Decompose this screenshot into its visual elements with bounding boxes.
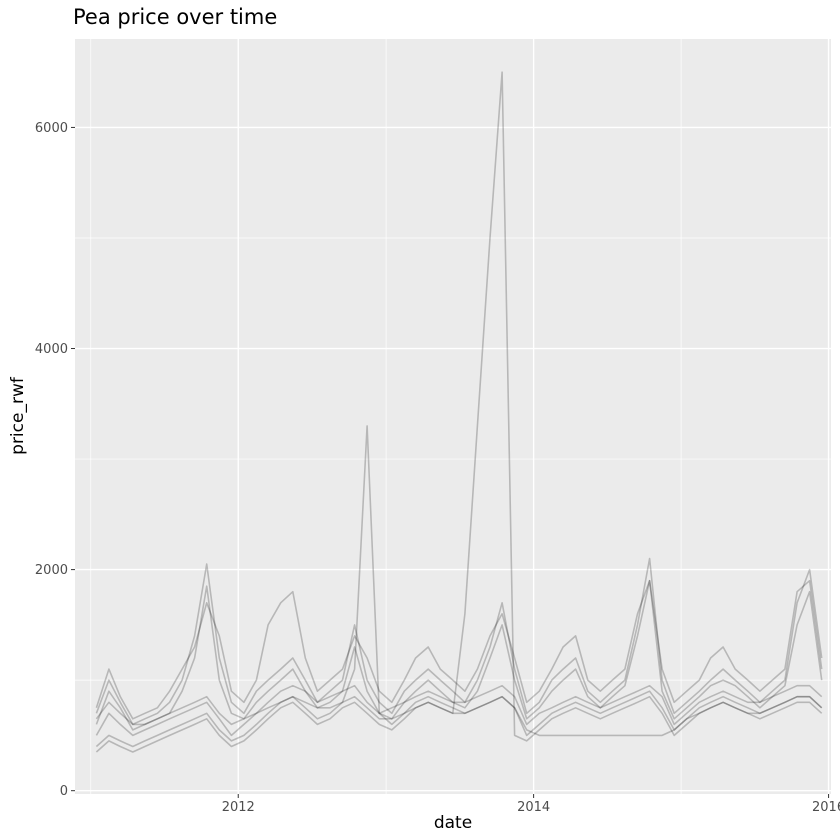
series-line-6: [95, 579, 823, 720]
y-tick-label: 6000: [35, 121, 68, 136]
major-grid: [75, 39, 831, 794]
x-tick-label: 2012: [222, 800, 255, 815]
y-axis-title: price_rwf: [8, 376, 28, 455]
series-line-1: [95, 557, 823, 726]
plot-panel: [75, 39, 831, 794]
series-line-5: [95, 71, 823, 753]
series-line-7: [95, 695, 823, 737]
series-line-3: [95, 684, 823, 737]
chart-title: Pea price over time: [73, 5, 277, 29]
x-tick-label: 2016: [812, 800, 840, 815]
series-line-2: [95, 579, 823, 731]
x-axis-title: date: [434, 813, 472, 833]
series-lines: [95, 71, 823, 753]
y-tick-label: 2000: [35, 563, 68, 578]
x-axis: 2012 2014 2016: [222, 794, 840, 815]
series-line-4: [95, 425, 823, 748]
minor-grid: [75, 39, 831, 794]
y-tick-label: 4000: [35, 342, 68, 357]
y-tick-label: 0: [60, 784, 68, 799]
x-tick-label: 2014: [517, 800, 550, 815]
y-axis: 0 2000 4000 6000: [35, 121, 75, 799]
